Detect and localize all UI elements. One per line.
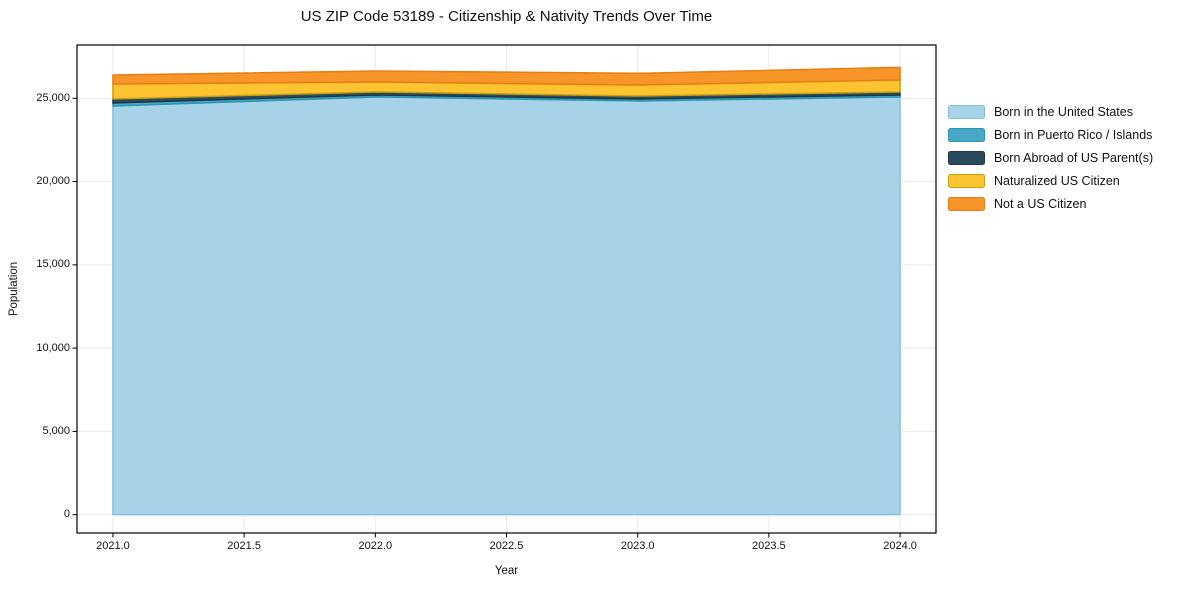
legend-label: Born in the United States — [994, 104, 1133, 119]
area-series-4 — [112, 66, 901, 86]
legend-label: Not a US Citizen — [994, 196, 1087, 211]
y-tick-label: 10,000 — [36, 341, 70, 354]
y-tick-label: 25,000 — [36, 91, 70, 104]
legend-label: Born Abroad of US Parent(s) — [994, 150, 1154, 165]
legend-item: Naturalized US Citizen — [948, 169, 1153, 192]
y-axis-label: Population — [8, 261, 20, 317]
y-tick-label: 0 — [63, 508, 70, 521]
area-series-0 — [112, 96, 901, 516]
legend-swatch-icon — [948, 104, 985, 119]
x-axis-label: Year — [494, 565, 519, 577]
x-tick-label: 2021.0 — [96, 540, 130, 552]
legend-swatch-icon — [948, 150, 985, 165]
y-tick-label: 20,000 — [36, 175, 70, 188]
legend-label: Born in Puerto Rico / Islands — [994, 127, 1153, 142]
x-tick-label: 2023.0 — [620, 540, 655, 552]
legend-item: Born in the United States — [948, 100, 1153, 123]
legend-swatch-icon — [948, 173, 985, 188]
chart-title: US ZIP Code 53189 - Citizenship & Nativi… — [300, 8, 713, 25]
x-tick-label: 2023.5 — [752, 540, 786, 552]
x-tick-label: 2022.5 — [489, 540, 524, 552]
x-tick-label: 2021.5 — [227, 540, 261, 552]
y-tick-label: 15,000 — [36, 258, 70, 271]
legend: Born in the United States Born in Puerto … — [948, 100, 1153, 215]
legend-swatch-icon — [948, 196, 985, 211]
legend-item: Born Abroad of US Parent(s) — [948, 146, 1153, 169]
legend-swatch-icon — [948, 127, 985, 142]
legend-item: Not a US Citizen — [948, 192, 1153, 215]
legend-item: Born in Puerto Rico / Islands — [948, 123, 1153, 146]
x-tick-label: 2022.0 — [358, 540, 393, 552]
legend-label: Naturalized US Citizen — [994, 173, 1120, 188]
y-tick-label: 5,000 — [42, 424, 70, 437]
x-tick-label: 2024.0 — [883, 540, 917, 552]
